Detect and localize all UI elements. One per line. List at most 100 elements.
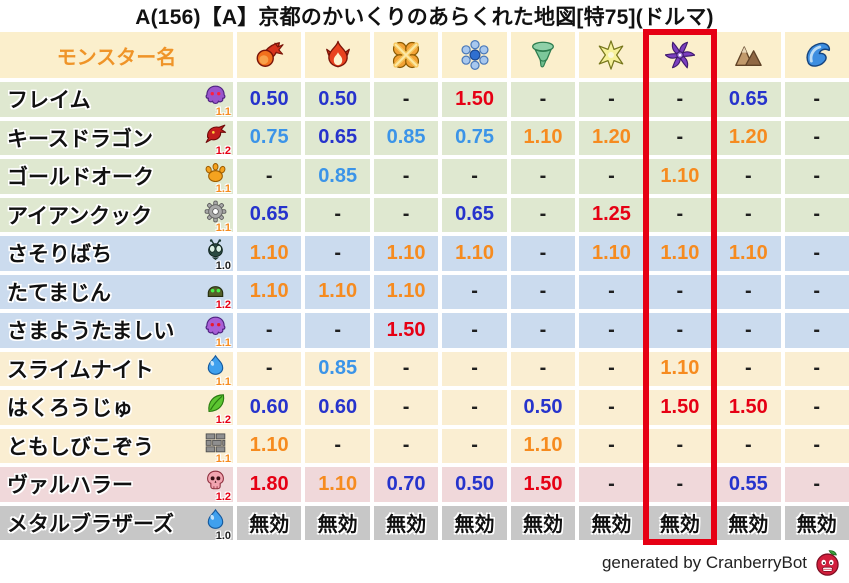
resistance-value-cell: -: [442, 159, 507, 194]
explosion-icon: [373, 32, 439, 78]
resistance-value-cell: 0.50: [237, 82, 302, 117]
monster-level-badge: 1.1: [215, 221, 231, 234]
resistance-value-cell: 0.65: [442, 197, 507, 232]
monster-name-label: さそりばち: [7, 243, 112, 267]
resistance-value-cell: 0.50: [510, 390, 576, 425]
resistance-value-cell: 1.10: [237, 274, 302, 309]
resistance-value-cell: -: [579, 274, 644, 309]
resistance-value-cell: -: [305, 428, 370, 463]
resistance-value-cell: 1.50: [373, 313, 439, 348]
purple-spirit-icon: 1.1: [200, 315, 231, 349]
resistance-value-cell: -: [579, 313, 644, 348]
resistance-value-cell: -: [305, 236, 370, 271]
resistance-value-cell: 1.10: [510, 120, 576, 155]
resistance-value-cell: -: [647, 197, 713, 232]
resistance-value-cell: 0.55: [716, 467, 781, 502]
blue-slime-icon: 1.1: [200, 354, 231, 388]
resistance-value-cell: -: [579, 82, 644, 117]
resistance-value-cell: -: [373, 390, 439, 425]
resistance-value-cell: 無効: [373, 505, 439, 540]
resistance-value-cell: -: [442, 274, 507, 309]
resistance-value-cell: -: [305, 197, 370, 232]
resistance-value-cell: -: [373, 159, 439, 194]
monster-level-badge: 1.1: [215, 106, 231, 118]
brick-icon: 1.1: [200, 431, 231, 465]
resistance-value-cell: -: [784, 428, 849, 463]
resistance-value-cell: -: [784, 120, 849, 155]
resistance-value-cell: 無効: [716, 505, 781, 540]
resistance-value-cell: 無効: [510, 505, 576, 540]
resistance-value-cell: -: [579, 351, 644, 386]
tornado-icon: [510, 32, 576, 78]
resistance-value-cell: 0.50: [442, 467, 507, 502]
red-dragon-icon: 1.2: [200, 123, 231, 157]
resistance-value-cell: -: [442, 390, 507, 425]
resistance-value-cell: -: [373, 428, 439, 463]
resistance-value-cell: 0.60: [305, 390, 370, 425]
monster-name-cell: さまようたましい 1.1: [0, 313, 233, 349]
monster-name-cell: はくろうじゅ 1.2: [0, 390, 233, 426]
resistance-value-cell: -: [716, 428, 781, 463]
monster-name-label: スライムナイト: [7, 358, 154, 382]
resistance-value-cell: 無効: [647, 505, 713, 540]
resistance-value-cell: -: [510, 313, 576, 348]
spark-icon: [579, 32, 644, 78]
resistance-value-cell: 0.65: [716, 82, 781, 117]
resistance-value-cell: 1.20: [579, 120, 644, 155]
footer-credit-label: generated by CranberryBot: [601, 552, 807, 572]
resistance-value-cell: 0.70: [373, 467, 439, 502]
snowflake-icon: [442, 32, 507, 78]
page-title: A(156)【A】京都のかいくりのあらくれた地図[特75](ドルマ): [135, 6, 714, 29]
resistance-value-cell: 1.50: [647, 390, 713, 425]
footer: generated by CranberryBot: [0, 542, 849, 583]
blue-slime-icon: 1.0: [200, 508, 231, 542]
green-leaf-icon: 1.2: [200, 392, 231, 426]
resistance-value-cell: 無効: [237, 505, 302, 540]
monster-name-cell: スライムナイト 1.1: [0, 351, 233, 388]
resistance-value-cell: 0.85: [305, 159, 370, 194]
resistance-value-cell: 0.75: [442, 120, 507, 155]
resistance-value-cell: 1.20: [716, 120, 781, 155]
monster-name-cell: キースドラゴン 1.2: [0, 120, 233, 157]
resistance-value-cell: 1.10: [237, 428, 302, 463]
monster-name-cell: ヴァルハラー 1.2: [0, 467, 233, 503]
resistance-value-cell: 1.10: [373, 236, 439, 271]
resistance-value-cell: -: [373, 197, 439, 232]
resistance-value-cell: 0.50: [305, 82, 370, 117]
resistance-value-cell: -: [579, 467, 644, 502]
monster-name-label: キースドラゴン: [7, 127, 153, 151]
resistance-value-cell: 無効: [579, 505, 644, 540]
monster-level-badge: 1.1: [215, 183, 231, 195]
resistance-value-cell: -: [510, 159, 576, 194]
monster-level-badge: 1.2: [215, 298, 231, 311]
resistance-value-cell: 1.10: [305, 467, 370, 502]
monster-name-label: さまようたましい: [7, 320, 175, 344]
wave-icon: [784, 32, 849, 78]
resistance-value-cell: -: [716, 159, 781, 194]
resistance-value-cell: -: [510, 274, 576, 309]
resistance-value-cell: -: [647, 120, 713, 155]
monster-name-label: メタルブラザーズ: [7, 512, 174, 536]
resistance-value-cell: 1.50: [716, 390, 781, 425]
pink-skull-icon: 1.2: [200, 469, 231, 503]
resistance-value-cell: 1.10: [647, 351, 713, 386]
resistance-value-cell: -: [373, 351, 439, 386]
resistance-value-cell: 1.80: [237, 467, 302, 502]
cranberry-bot-icon: [814, 549, 841, 576]
resistance-value-cell: -: [647, 467, 713, 502]
monster-name-cell: たてまじん 1.2: [0, 274, 233, 311]
resistance-value-cell: -: [237, 313, 302, 348]
resistance-value-cell: -: [442, 428, 507, 463]
resistance-value-cell: 0.75: [237, 120, 302, 155]
monster-level-badge: 1.1: [215, 375, 231, 388]
resistance-value-cell: -: [510, 197, 576, 232]
monster-name-label: ヴァルハラー: [7, 474, 133, 498]
resistance-value-cell: 0.85: [373, 120, 439, 155]
resistance-value-cell: -: [510, 351, 576, 386]
resistance-value-cell: 1.50: [442, 82, 507, 117]
resistance-value-cell: 1.10: [373, 274, 439, 309]
column-header-monster-name: モンスター名: [0, 32, 233, 78]
resistance-value-cell: -: [647, 428, 713, 463]
resistance-value-cell: -: [442, 351, 507, 386]
